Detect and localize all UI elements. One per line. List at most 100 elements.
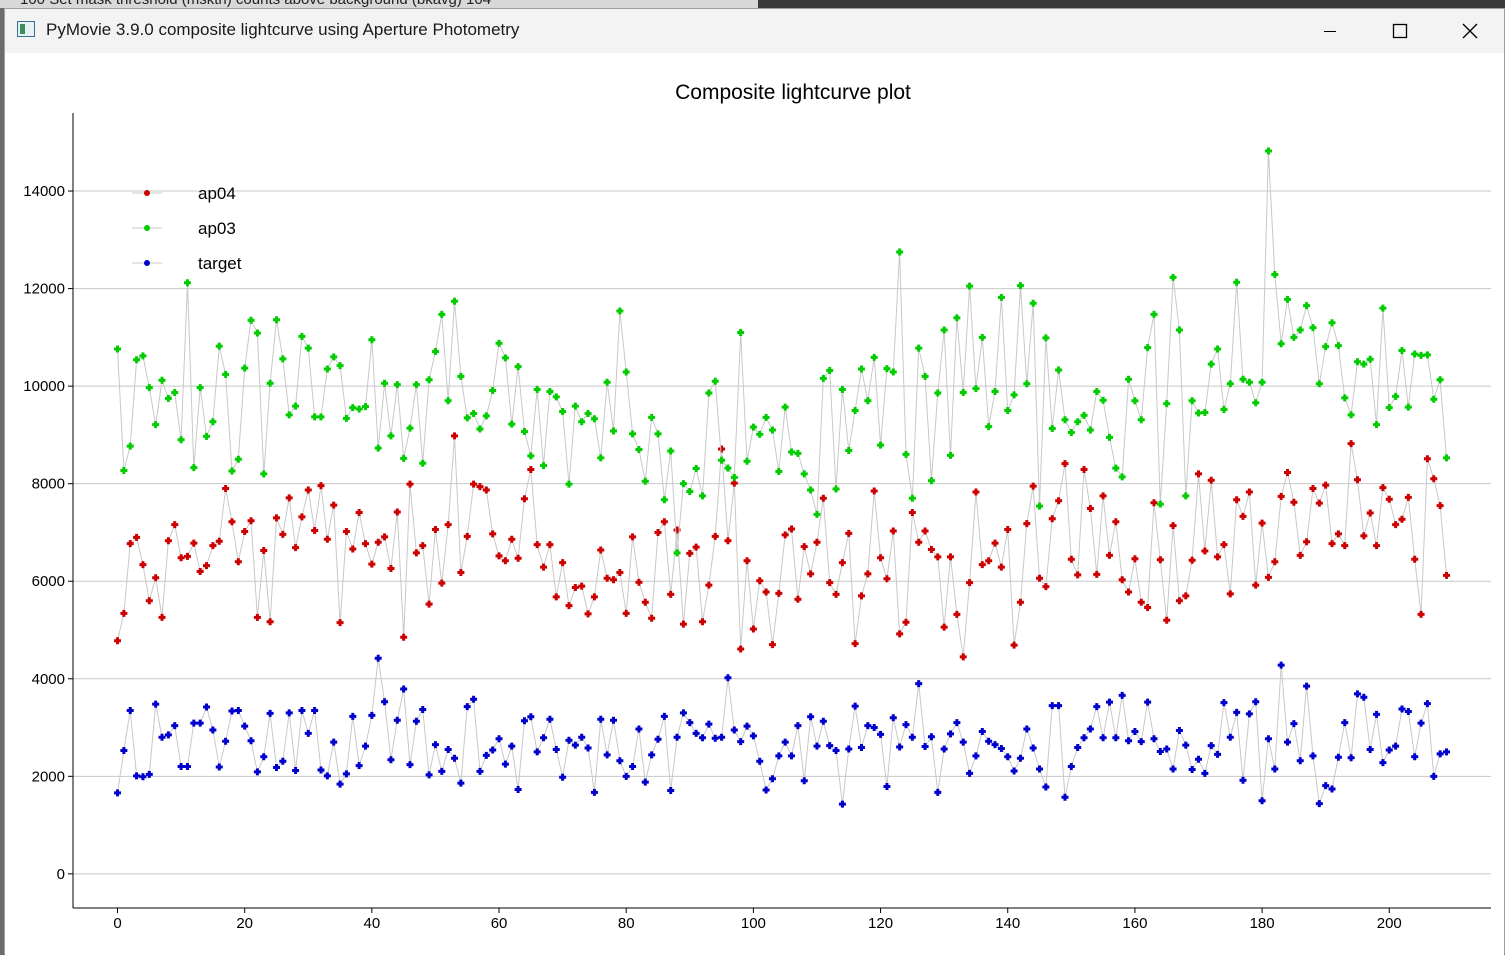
- point-target-188: [1309, 752, 1317, 760]
- x-tick-label-9: 180: [1250, 915, 1275, 932]
- point-ap04-197: [1366, 509, 1374, 517]
- point-ap04-170: [1194, 470, 1202, 478]
- point-ap03-153: [1086, 426, 1094, 434]
- point-ap04-182: [1271, 558, 1279, 566]
- point-ap04-62: [508, 535, 516, 543]
- point-ap03-196: [1360, 360, 1368, 368]
- point-ap03-124: [902, 450, 910, 458]
- minimize-button[interactable]: [1295, 9, 1365, 53]
- point-ap03-3: [133, 356, 141, 364]
- point-ap04-133: [959, 653, 967, 661]
- point-ap04-37: [349, 545, 357, 553]
- point-ap03-155: [1099, 396, 1107, 404]
- point-ap04-151: [1074, 571, 1082, 579]
- point-ap04-147: [1048, 515, 1056, 523]
- point-ap03-194: [1347, 411, 1355, 419]
- point-ap03-102: [762, 413, 770, 421]
- point-target-100: [749, 732, 757, 740]
- point-ap03-197: [1366, 355, 1374, 363]
- maximize-button[interactable]: [1365, 9, 1435, 53]
- point-ap03-129: [934, 389, 942, 397]
- point-target-88: [673, 733, 681, 741]
- point-target-191: [1328, 785, 1336, 793]
- x-tick-label-0: 0: [113, 915, 121, 932]
- point-ap04-169: [1188, 556, 1196, 564]
- point-ap03-41: [374, 444, 382, 452]
- point-target-82: [635, 725, 643, 733]
- lightcurve-chart[interactable]: 0 2000 4000 6000 8000 10000 12000 14000 0 20 40 60 8…: [5, 53, 1504, 953]
- point-target-129: [934, 788, 942, 796]
- point-ap03-90: [686, 487, 694, 495]
- point-ap03-5: [145, 384, 153, 392]
- title-bar[interactable]: PyMovie 3.9.0 composite lightcurve using…: [5, 9, 1504, 53]
- point-ap03-163: [1150, 310, 1158, 318]
- point-ap03-12: [190, 464, 198, 472]
- close-button[interactable]: [1435, 9, 1505, 53]
- point-ap04-90: [686, 549, 694, 557]
- point-ap03-60: [495, 339, 503, 347]
- point-ap03-151: [1074, 418, 1082, 426]
- point-ap03-101: [756, 430, 764, 438]
- point-ap03-78: [609, 427, 617, 435]
- point-ap04-192: [1334, 530, 1342, 538]
- point-target-125: [908, 733, 916, 741]
- axes: 0 2000 4000 6000 8000 10000 12000 14000 0 20 40 60 8…: [23, 113, 1491, 932]
- point-ap04-176: [1233, 496, 1241, 504]
- point-ap03-183: [1277, 340, 1285, 348]
- point-target-170: [1194, 755, 1202, 763]
- point-target-17: [222, 737, 230, 745]
- point-ap04-26: [279, 530, 287, 538]
- point-ap03-77: [603, 378, 611, 386]
- point-ap04-180: [1258, 519, 1266, 527]
- point-ap04-84: [648, 614, 656, 622]
- point-ap04-80: [622, 609, 630, 617]
- point-ap03-35: [336, 362, 344, 370]
- point-ap04-150: [1067, 555, 1075, 563]
- point-target-69: [552, 745, 560, 753]
- point-target-110: [813, 742, 821, 750]
- point-ap04-201: [1392, 521, 1400, 529]
- point-target-199: [1379, 759, 1387, 767]
- point-ap03-150: [1067, 428, 1075, 436]
- point-ap04-40: [368, 560, 376, 568]
- point-target-174: [1220, 699, 1228, 707]
- point-ap04-107: [794, 595, 802, 603]
- point-target-64: [520, 717, 528, 725]
- point-target-13: [196, 719, 204, 727]
- point-target-202: [1398, 705, 1406, 713]
- point-ap03-109: [807, 486, 815, 494]
- point-target-124: [902, 721, 910, 729]
- point-ap04-85: [654, 528, 662, 536]
- y-tick-label-6: 12000: [23, 281, 65, 298]
- point-target-81: [629, 763, 637, 771]
- legend-item-ap03: ap03: [132, 219, 236, 238]
- point-ap03-180: [1258, 378, 1266, 386]
- point-ap04-56: [470, 480, 478, 488]
- plot-area[interactable]: 0 2000 4000 6000 8000 10000 12000 14000 0 20 40 60 8…: [5, 53, 1504, 955]
- point-ap03-114: [838, 386, 846, 394]
- point-ap03-131: [947, 451, 955, 459]
- point-ap04-156: [1105, 551, 1113, 559]
- point-ap04-82: [635, 578, 643, 586]
- point-ap03-44: [393, 381, 401, 389]
- point-ap03-168: [1182, 492, 1190, 500]
- point-ap03-106: [788, 448, 796, 456]
- point-target-40: [368, 711, 376, 719]
- point-ap03-198: [1373, 421, 1381, 429]
- point-ap03-88: [673, 549, 681, 557]
- series-line-target: [117, 658, 1447, 805]
- point-ap03-96: [724, 464, 732, 472]
- point-target-109: [807, 713, 815, 721]
- point-ap03-200: [1385, 404, 1393, 412]
- point-ap04-154: [1093, 570, 1101, 578]
- point-target-32: [317, 766, 325, 774]
- point-ap04-66: [533, 541, 541, 549]
- point-ap03-28: [292, 402, 300, 410]
- point-ap04-87: [667, 590, 675, 598]
- point-ap03-87: [667, 447, 675, 455]
- point-ap04-178: [1245, 488, 1253, 496]
- point-ap04-38: [355, 508, 363, 516]
- point-ap03-121: [883, 365, 891, 373]
- point-ap04-81: [629, 533, 637, 541]
- point-target-104: [775, 752, 783, 760]
